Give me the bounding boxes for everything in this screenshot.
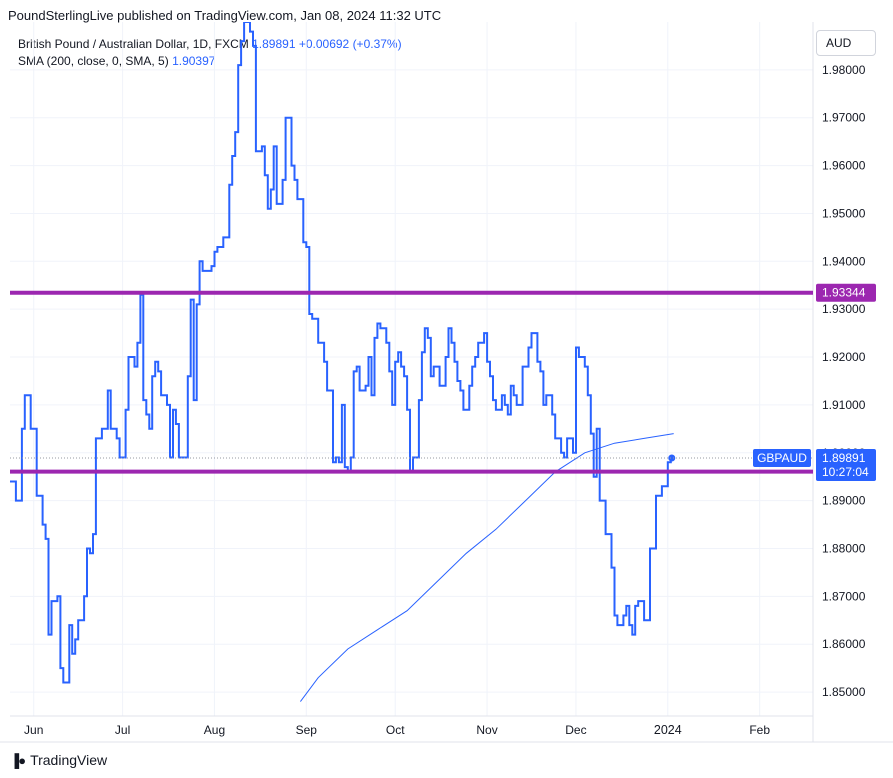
legend-last-value: 1.89891	[252, 37, 296, 51]
publisher-header: PoundSterlingLive published on TradingVi…	[8, 8, 442, 23]
legend-symbol: British Pound / Australian Dollar, 1D, F…	[18, 37, 249, 51]
legend-change: +0.00692 (+0.37%)	[298, 37, 402, 51]
level-price-tag	[816, 283, 876, 302]
y-tick-label: 1.87000	[822, 589, 866, 603]
tradingview-logo[interactable]: ▐● TradingView	[10, 752, 107, 768]
price-line	[10, 22, 672, 684]
x-tick-label: Nov	[476, 723, 497, 737]
y-tick-label: 1.93000	[822, 302, 866, 316]
symbol-tag-label: GBPAUD	[757, 451, 807, 465]
x-tick-label: Dec	[565, 723, 586, 737]
x-tick-label: Feb	[749, 723, 770, 737]
last-price-dot	[668, 454, 676, 462]
bar-countdown-label: 10:27:04	[822, 465, 869, 479]
chart-legend: British Pound / Australian Dollar, 1D, F…	[18, 36, 402, 70]
tradingview-icon: ▐●	[10, 752, 26, 768]
current-price-label: 1.89891	[822, 451, 866, 465]
level-price-label: 1.93344	[822, 286, 866, 300]
y-tick-label: 1.88000	[822, 541, 866, 555]
tradingview-brand: TradingView	[30, 752, 108, 768]
legend-symbol-row: British Pound / Australian Dollar, 1D, F…	[18, 36, 402, 53]
legend-sma-label: SMA (200, close, 0, SMA, 5)	[18, 54, 169, 68]
y-tick-label: 1.86000	[822, 637, 866, 651]
y-tick-label: 1.98000	[822, 63, 866, 77]
current-price-tag	[816, 449, 876, 482]
y-tick-label: 1.95000	[822, 206, 866, 220]
legend-sma-row: SMA (200, close, 0, SMA, 5) 1.90397	[18, 53, 402, 70]
x-tick-label: Sep	[296, 723, 318, 737]
y-tick-label: 1.94000	[822, 254, 866, 268]
currency-button[interactable]: AUD	[816, 30, 876, 56]
x-tick-label: Aug	[204, 723, 225, 737]
sma-line	[299, 433, 674, 702]
symbol-tag	[753, 449, 811, 468]
legend-sma-value: 1.90397	[172, 54, 216, 68]
y-tick-label: 1.96000	[822, 159, 866, 173]
y-tick-label: 1.97000	[822, 111, 866, 125]
x-tick-label: 2024	[654, 723, 682, 737]
y-tick-label: 1.85000	[822, 685, 866, 699]
y-tick-label: 1.91000	[822, 398, 866, 412]
y-tick-label: 1.89000	[822, 494, 866, 508]
x-tick-label: Jul	[115, 723, 130, 737]
x-tick-label: Jun	[24, 723, 43, 737]
y-tick-label: 1.92000	[822, 350, 866, 364]
x-tick-label: Oct	[386, 723, 405, 737]
